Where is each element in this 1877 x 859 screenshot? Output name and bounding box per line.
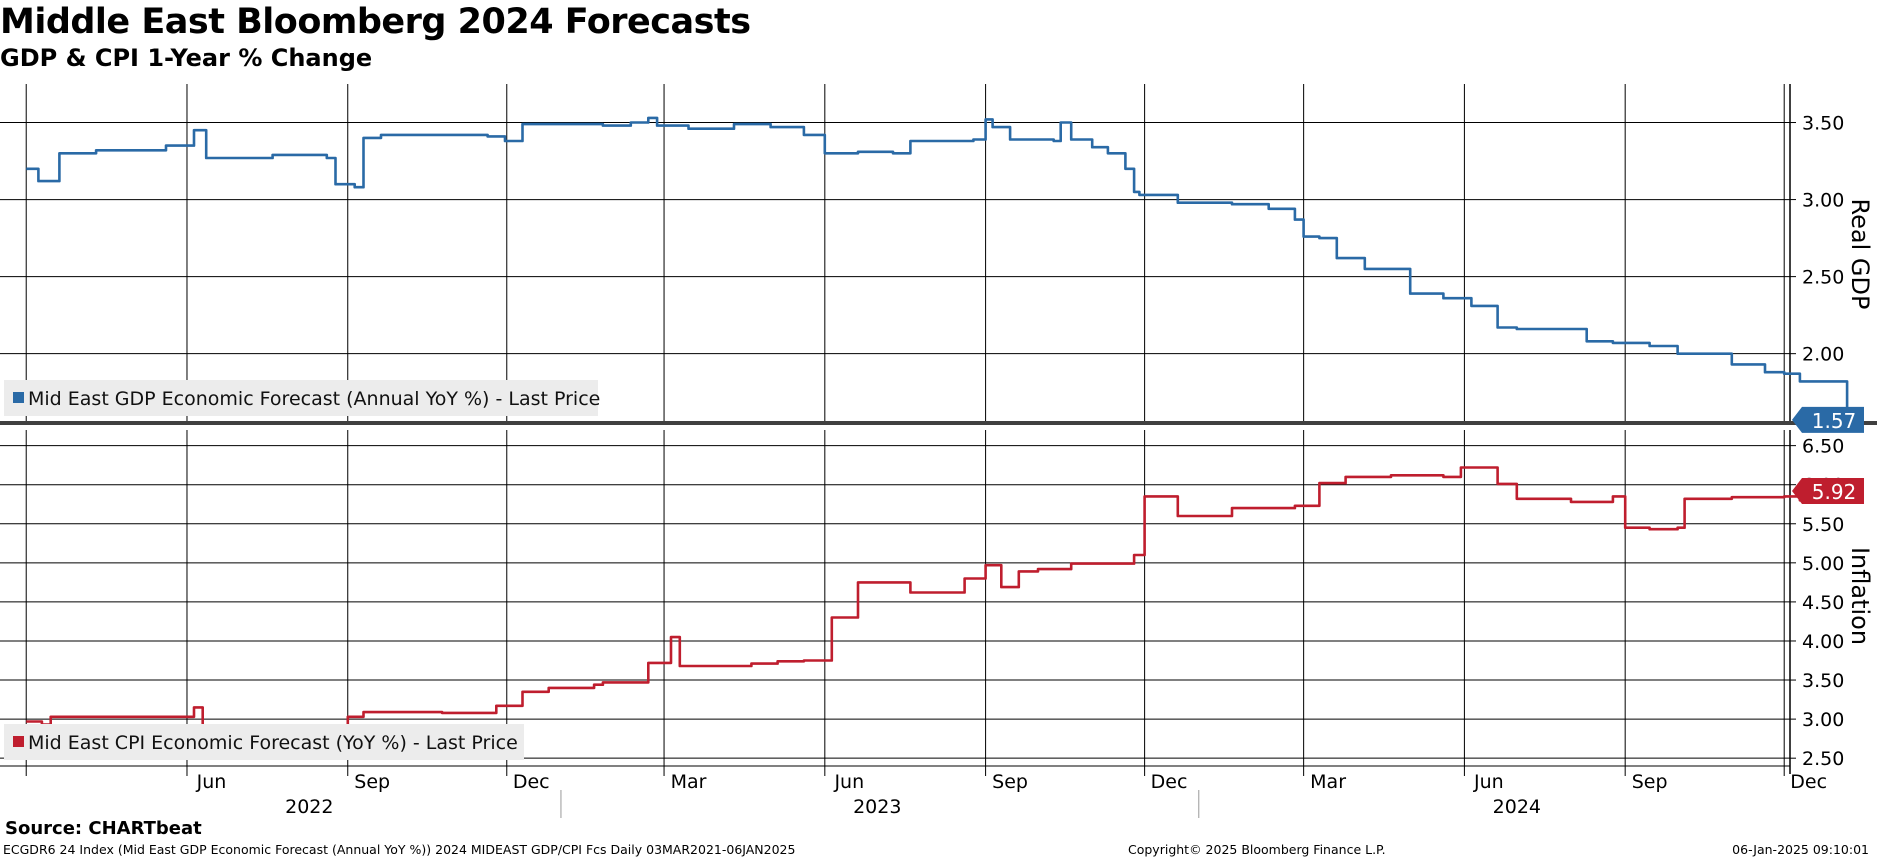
cpi-legend-text: Mid East CPI Economic Forecast (YoY %) -… (28, 732, 518, 754)
cpi-series-line (26, 466, 1849, 730)
gdp-legend-text: Mid East GDP Economic Forecast (Annual Y… (28, 388, 600, 410)
cpi-tick-label-6: 5.50 (1802, 514, 1844, 536)
chart-title: Middle East Bloomberg 2024 Forecasts (0, 2, 751, 42)
x-month-label-1: Sep (354, 771, 390, 793)
x-year-label-1: 2023 (853, 796, 901, 818)
x-month-label-8: Jun (1473, 771, 1504, 793)
x-month-label-4: Jun (833, 771, 864, 793)
cpi-last-value-bg (1792, 477, 1864, 504)
gdp-axis-title: Real GDP (1846, 199, 1874, 310)
cpi-tick-label-5: 5.00 (1802, 553, 1844, 575)
gdp-last-value-bg (1792, 406, 1864, 433)
gdp-tick-label-2: 2.50 (1802, 267, 1844, 289)
cpi-legend-swatch (13, 736, 24, 747)
x-month-label-9: Sep (1632, 771, 1668, 793)
timestamp: 06-Jan-2025 09:10:01 (1732, 842, 1869, 857)
x-month-label-3: Mar (671, 771, 707, 793)
cpi-last-value-text: 5.92 (1812, 480, 1857, 504)
x-month-label-10: Dec (1790, 771, 1827, 793)
cpi-tick-label-8: 6.50 (1802, 436, 1844, 458)
chart-subtitle: GDP & CPI 1-Year % Change (0, 44, 373, 72)
x-month-label-0: Jun (196, 771, 227, 793)
x-month-label-6: Dec (1151, 771, 1188, 793)
cpi-tick-label-4: 4.50 (1802, 592, 1844, 614)
x-year-label-0: 2022 (285, 796, 333, 818)
x-month-label-2: Dec (513, 771, 550, 793)
series-layer (26, 116, 1849, 730)
cpi-tick-label-1: 3.00 (1802, 709, 1844, 731)
label-layer: 2.00 2.50 3.00 3.50 2.50 3.00 3.50 4.00 4.50 5.00… (4, 113, 1874, 818)
gdp-legend-bg (4, 380, 598, 416)
gdp-last-value-text: 1.57 (1812, 409, 1857, 433)
gdp-tick-label-4: 3.50 (1802, 113, 1844, 135)
cpi-tick-label-0: 2.50 (1802, 748, 1844, 770)
gdp-tick-label-1: 2.00 (1802, 344, 1844, 366)
copyright-note: Copyright© 2025 Bloomberg Finance L.P. (1128, 842, 1386, 857)
cpi-legend-bg (4, 724, 524, 760)
index-info: ECGDR6 24 Index (Mid East GDP Economic F… (3, 842, 796, 857)
x-month-label-7: Mar (1310, 771, 1346, 793)
x-month-label-5: Sep (992, 771, 1028, 793)
x-year-label-2: 2024 (1493, 796, 1541, 818)
gdp-legend-swatch (13, 392, 24, 403)
source-note: Source: CHARTbeat (5, 818, 202, 839)
panel-separator (0, 421, 1877, 425)
cpi-axis-title: Inflation (1846, 547, 1874, 645)
grid-layer (0, 84, 1877, 818)
cpi-tick-label-3: 4.00 (1802, 631, 1844, 653)
gdp-series-line (26, 116, 1849, 420)
cpi-tick-label-2: 3.50 (1802, 670, 1844, 692)
gdp-tick-label-3: 3.00 (1802, 190, 1844, 212)
